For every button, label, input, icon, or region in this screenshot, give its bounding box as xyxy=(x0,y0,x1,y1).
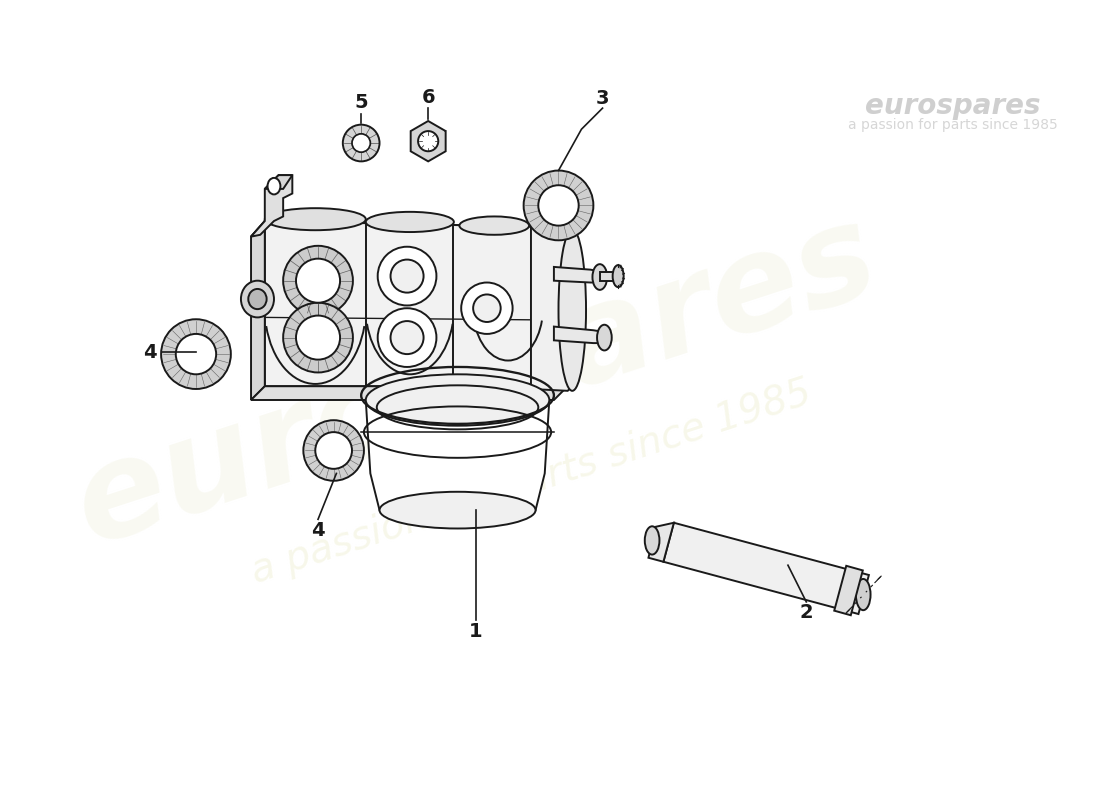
Polygon shape xyxy=(265,221,568,386)
Circle shape xyxy=(538,186,579,226)
Circle shape xyxy=(352,134,371,152)
Polygon shape xyxy=(251,175,293,237)
Ellipse shape xyxy=(265,208,366,230)
Polygon shape xyxy=(554,326,604,343)
Polygon shape xyxy=(251,386,568,400)
Text: 2: 2 xyxy=(800,603,813,622)
Polygon shape xyxy=(410,121,446,162)
Text: 4: 4 xyxy=(143,342,157,362)
Text: a passion for parts since 1985: a passion for parts since 1985 xyxy=(246,374,816,591)
Text: 1: 1 xyxy=(469,622,483,641)
Ellipse shape xyxy=(559,230,586,391)
Ellipse shape xyxy=(366,374,549,426)
Circle shape xyxy=(390,259,424,293)
Text: eurospares: eurospares xyxy=(866,92,1041,120)
Polygon shape xyxy=(834,566,862,615)
Polygon shape xyxy=(251,221,265,400)
Polygon shape xyxy=(663,522,869,614)
Polygon shape xyxy=(531,227,572,391)
Ellipse shape xyxy=(613,265,624,287)
Ellipse shape xyxy=(856,579,870,610)
Ellipse shape xyxy=(267,178,280,194)
Polygon shape xyxy=(600,271,618,281)
Circle shape xyxy=(343,125,379,162)
Text: 4: 4 xyxy=(311,521,324,540)
Circle shape xyxy=(304,420,364,481)
Circle shape xyxy=(524,170,593,240)
Text: a passion for parts since 1985: a passion for parts since 1985 xyxy=(848,118,1058,132)
Ellipse shape xyxy=(645,526,660,554)
Circle shape xyxy=(296,315,340,360)
Circle shape xyxy=(283,246,353,315)
Circle shape xyxy=(176,334,217,374)
Circle shape xyxy=(418,131,438,151)
Polygon shape xyxy=(265,175,293,189)
Circle shape xyxy=(461,282,513,334)
Circle shape xyxy=(283,302,353,373)
Text: eurospares: eurospares xyxy=(59,192,892,571)
Circle shape xyxy=(377,308,437,367)
Polygon shape xyxy=(554,267,600,282)
Circle shape xyxy=(316,432,352,469)
Text: 6: 6 xyxy=(421,88,434,106)
Ellipse shape xyxy=(249,289,266,309)
Circle shape xyxy=(161,319,231,389)
Circle shape xyxy=(377,246,437,306)
Ellipse shape xyxy=(241,281,274,318)
Text: 3: 3 xyxy=(596,90,609,109)
Polygon shape xyxy=(251,221,568,242)
Ellipse shape xyxy=(379,492,536,529)
Text: 5: 5 xyxy=(354,93,368,112)
Circle shape xyxy=(390,321,424,354)
Ellipse shape xyxy=(366,212,454,232)
Ellipse shape xyxy=(597,325,612,350)
Ellipse shape xyxy=(460,217,529,234)
Circle shape xyxy=(473,294,500,322)
Circle shape xyxy=(296,258,340,302)
Polygon shape xyxy=(366,400,549,510)
Polygon shape xyxy=(649,522,674,562)
Ellipse shape xyxy=(593,264,607,290)
